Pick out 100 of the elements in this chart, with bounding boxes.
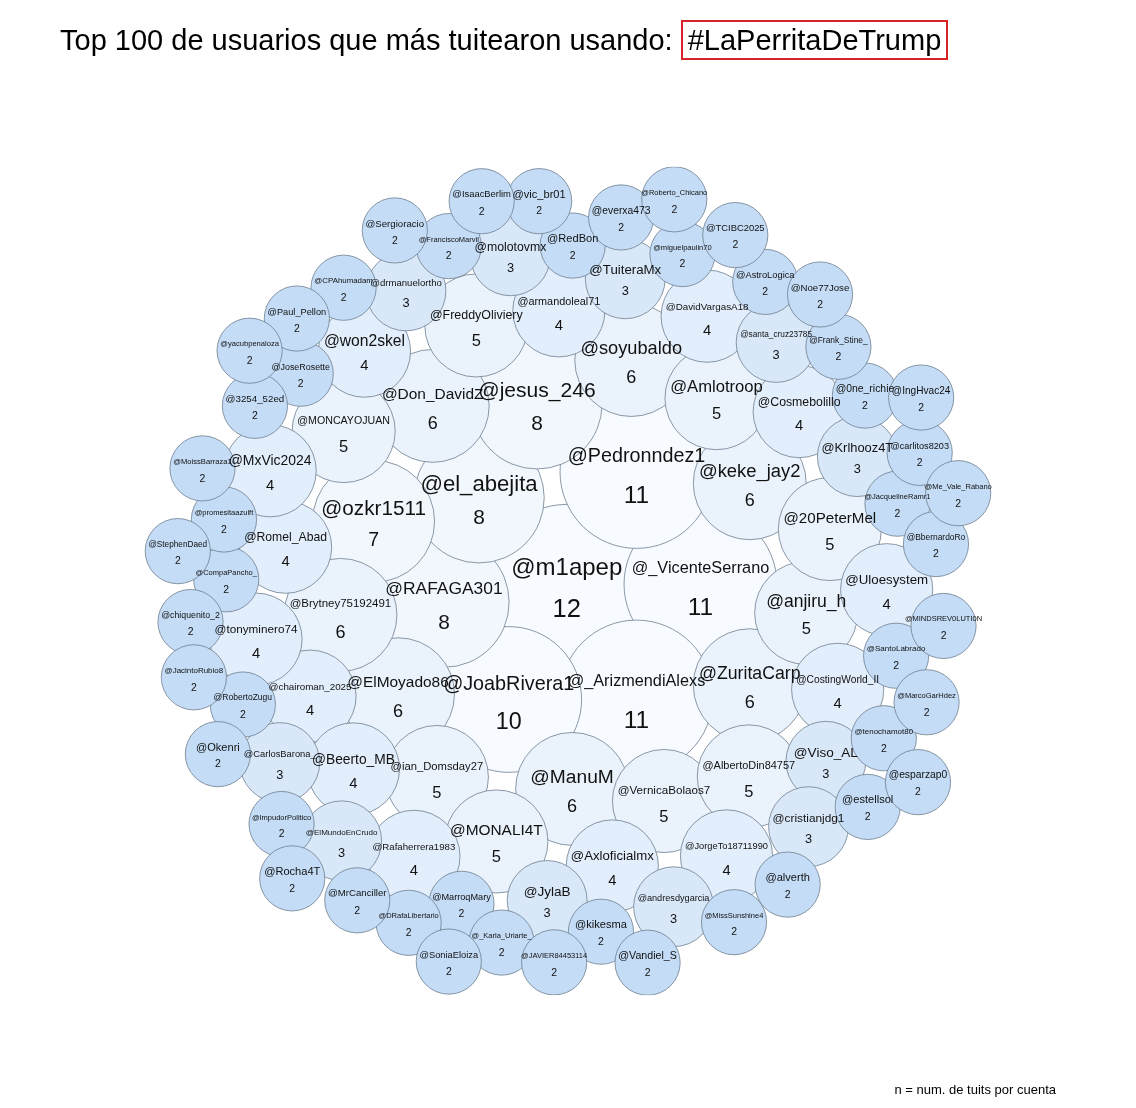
data-label: 6 bbox=[744, 692, 755, 713]
category-label: @SoniaEloiza bbox=[419, 949, 479, 960]
data-label: 2 bbox=[923, 706, 930, 718]
data-label: 4 bbox=[722, 861, 731, 878]
category-label: @_VicenteSerrano bbox=[631, 558, 770, 578]
data-label: 2 bbox=[762, 286, 769, 298]
data-label: 8 bbox=[473, 505, 485, 529]
category-label: @santa_cruz23785 bbox=[740, 329, 813, 339]
data-label: 2 bbox=[916, 457, 923, 469]
category-label: @el_abejita bbox=[420, 470, 539, 496]
category-label: @TuiteraMx bbox=[589, 262, 662, 278]
data-label: 11 bbox=[687, 593, 714, 621]
category-label: @MarroqMary bbox=[432, 891, 492, 902]
category-label: @Romel_Abad bbox=[244, 530, 327, 545]
category-label: @Viso_AL bbox=[793, 745, 859, 761]
category-label: @Uloesystem bbox=[845, 572, 929, 588]
category-label: @everxa473 bbox=[591, 204, 651, 216]
data-label: 2 bbox=[445, 965, 452, 977]
data-label: 11 bbox=[623, 705, 650, 733]
data-label: 5 bbox=[801, 618, 811, 637]
data-label: 2 bbox=[293, 322, 300, 334]
data-label: 2 bbox=[391, 234, 398, 246]
category-label: @Rafaherrera1983 bbox=[372, 840, 456, 852]
data-label: 4 bbox=[349, 774, 358, 791]
data-label: 3 bbox=[853, 460, 861, 476]
data-label: 2 bbox=[354, 904, 361, 916]
category-label: @RAFAGA301 bbox=[385, 577, 503, 598]
category-label: @SantoLabrado bbox=[866, 644, 926, 654]
data-label: 4 bbox=[360, 356, 369, 373]
category-label: @armandoleal71 bbox=[517, 294, 601, 307]
category-label: @anjiru_h bbox=[766, 591, 847, 613]
data-label: 3 bbox=[338, 845, 346, 861]
category-label: @Vandiel_S bbox=[618, 949, 677, 962]
data-label: 4 bbox=[281, 553, 290, 570]
category-label: @Sergioracio bbox=[365, 217, 425, 229]
data-label: 2 bbox=[340, 292, 347, 304]
data-label: 2 bbox=[915, 786, 922, 798]
category-label: @Noe77Jose bbox=[790, 281, 850, 293]
category-label: @cristianjdg1 bbox=[772, 810, 845, 825]
category-label: @RobertoZugu bbox=[213, 692, 273, 703]
category-label: @vic_br01 bbox=[512, 187, 566, 200]
data-label: 2 bbox=[478, 205, 485, 217]
data-label: 4 bbox=[251, 644, 261, 661]
data-label: 2 bbox=[289, 882, 296, 894]
data-label: 4 bbox=[608, 871, 617, 888]
data-label: 8 bbox=[438, 609, 450, 633]
data-label: 10 bbox=[495, 708, 522, 735]
data-label: 2 bbox=[174, 555, 181, 567]
data-label: 2 bbox=[893, 660, 900, 672]
data-label: 2 bbox=[864, 811, 871, 823]
category-label: @20PeterMel bbox=[783, 508, 877, 526]
data-label: 3 bbox=[822, 765, 830, 781]
data-label: 5 bbox=[825, 535, 835, 554]
data-label: 3 bbox=[772, 346, 780, 362]
data-label: 3 bbox=[621, 283, 629, 299]
category-label: @soyubaldo bbox=[580, 336, 683, 358]
data-label: 2 bbox=[731, 926, 738, 938]
data-label: 3 bbox=[276, 766, 284, 782]
data-label: 4 bbox=[409, 862, 419, 879]
data-label: 2 bbox=[644, 966, 651, 978]
data-label: 2 bbox=[278, 828, 285, 840]
category-label: @AstroLogica bbox=[735, 269, 796, 280]
data-label: 2 bbox=[862, 399, 869, 411]
data-label: 5 bbox=[491, 847, 501, 866]
category-label: @chiquenito_2 bbox=[161, 609, 220, 620]
category-label: @AlbertoDin84757 bbox=[702, 759, 796, 772]
category-label: @FreddyOliviery bbox=[429, 307, 524, 322]
category-label: @IsaacBerlim bbox=[452, 188, 512, 200]
data-label: 2 bbox=[835, 351, 842, 363]
data-label: 2 bbox=[297, 378, 304, 390]
data-label: 2 bbox=[190, 681, 197, 693]
data-label: 2 bbox=[246, 355, 253, 367]
data-label: 2 bbox=[933, 548, 940, 560]
data-label: 2 bbox=[940, 630, 947, 642]
data-label: 4 bbox=[882, 595, 891, 612]
data-label: 4 bbox=[795, 417, 804, 434]
category-label: @Rocha4T bbox=[264, 864, 321, 877]
data-label: 2 bbox=[551, 966, 558, 978]
data-label: 2 bbox=[239, 708, 246, 720]
data-label: 6 bbox=[567, 795, 578, 816]
data-label: 2 bbox=[405, 927, 412, 939]
category-label: @TCIBC2025 bbox=[705, 222, 765, 234]
category-label: @andresdygarcia bbox=[637, 893, 711, 904]
category-label: @esparzap0 bbox=[888, 769, 948, 781]
data-label: 3 bbox=[804, 830, 813, 846]
data-label: 2 bbox=[498, 946, 505, 958]
data-label: 2 bbox=[569, 249, 576, 261]
data-label: 2 bbox=[918, 401, 925, 413]
data-label: 11 bbox=[623, 481, 650, 509]
category-label: @MONCAYOJUAN bbox=[297, 413, 390, 426]
data-label: 4 bbox=[833, 695, 842, 712]
category-label: @RedBon bbox=[547, 232, 599, 245]
data-label: 2 bbox=[223, 583, 230, 595]
category-label: @BbernardoRo bbox=[906, 531, 966, 542]
category-label: @kikesma bbox=[575, 918, 628, 931]
data-label: 2 bbox=[536, 205, 543, 217]
category-label: @Amlotroop bbox=[670, 377, 763, 397]
data-label: 2 bbox=[445, 250, 452, 262]
data-label: 5 bbox=[744, 782, 754, 801]
data-label: 3 bbox=[670, 911, 678, 927]
